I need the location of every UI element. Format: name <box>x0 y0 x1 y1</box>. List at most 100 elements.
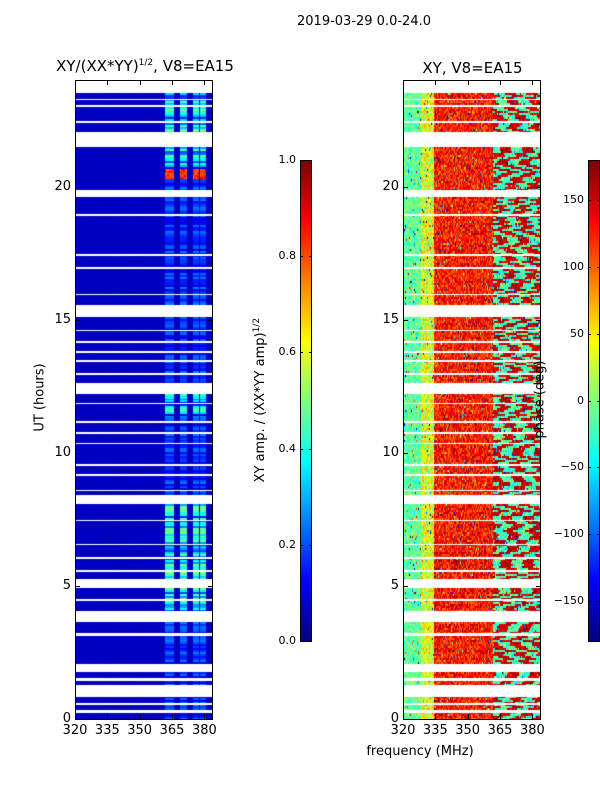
amp-colorbar-tick-mark <box>309 544 312 546</box>
phase-colorbar-tick-mark <box>588 534 591 536</box>
amp-title-exp: 1/2 <box>138 58 154 68</box>
phase-ytick-mark <box>403 319 408 321</box>
phase-colorbar-tick-mark <box>597 534 600 536</box>
phase-ytick-mark <box>536 452 541 454</box>
amp-ytick-label: 15 <box>54 311 71 327</box>
amp-ytick-mark <box>75 452 80 454</box>
amp-colorbar-tick-label: 0.2 <box>278 537 297 551</box>
phase-xlabel: frequency (MHz) <box>366 744 474 759</box>
amp-xtick-mark <box>204 80 206 85</box>
phase-colorbar-tick-label: −50 <box>560 460 584 474</box>
phase-ytick-mark <box>536 186 541 188</box>
phase-ytick-label: 5 <box>390 577 399 593</box>
amp-colorbar-tick-label: 0.6 <box>278 345 297 359</box>
amp-ytick-label: 10 <box>54 444 71 460</box>
phase-heatmap-axes <box>403 80 541 720</box>
phase-ytick-label: 0 <box>390 711 399 726</box>
phase-ytick-label: 10 <box>382 444 399 460</box>
amp-xtick-mark <box>107 80 109 85</box>
amp-colorbar-tick-mark <box>300 160 303 161</box>
amp-ytick-label: 20 <box>54 178 71 194</box>
amp-ytick-label: 0 <box>62 711 71 726</box>
amp-colorbar-tick-mark <box>309 256 312 258</box>
phase-ytick-label: 15 <box>382 311 399 327</box>
phase-xtick-mark <box>500 80 502 85</box>
amp-colorbar-tick-mark <box>309 448 312 450</box>
amp-xtick-label: 365 <box>159 723 185 738</box>
phase-xtick-label: 380 <box>519 723 545 738</box>
amp-ytick-mark <box>75 719 80 720</box>
phase-colorbar-tick-mark <box>597 467 600 469</box>
figure-suptitle: 2019-03-29 0.0-24.0 <box>297 14 431 29</box>
amp-ytick-mark <box>208 319 213 321</box>
phase-xtick-label: 320 <box>390 723 416 738</box>
phase-heatmap <box>404 81 540 719</box>
phase-colorbar-tick-mark <box>597 600 600 602</box>
phase-xtick-mark <box>435 714 437 719</box>
phase-ytick-mark <box>403 452 408 454</box>
amp-ytick-mark <box>208 585 213 587</box>
amp-xtick-mark <box>139 80 141 85</box>
phase-colorbar-tick-mark <box>588 467 591 469</box>
phase-colorbar-tick-label: 0 <box>577 393 584 407</box>
phase-colorbar-tick-mark <box>597 333 600 335</box>
amp-colorbar-tick-label: 0.8 <box>278 249 297 263</box>
amp-colorbar-tick-label: 0.4 <box>278 441 297 455</box>
phase-xtick-mark <box>403 714 404 719</box>
amp-ylabel: UT (hours) <box>32 363 48 432</box>
phase-ytick-mark <box>403 585 408 587</box>
amp-title-text: XY/(XX*YY) <box>56 57 139 75</box>
phase-colorbar-tick-label: 100 <box>563 259 584 273</box>
phase-xtick-label: 335 <box>422 723 448 738</box>
amp-heatmap-axes <box>75 80 213 720</box>
phase-colorbar-tick-label: 50 <box>570 326 584 340</box>
amp-colorbar-tick-mark <box>300 544 303 546</box>
amp-title-suffix: , V8=EA15 <box>153 57 234 75</box>
amp-xtick-label: 380 <box>191 723 217 738</box>
amp-xtick-mark <box>204 714 206 719</box>
amp-colorbar <box>300 160 312 642</box>
amp-ytick-mark <box>208 452 213 454</box>
phase-ytick-label: 20 <box>382 178 399 194</box>
amp-colorbar-tick-mark <box>300 352 303 354</box>
phase-xtick-mark <box>532 714 534 719</box>
amp-xtick-label: 335 <box>94 723 120 738</box>
amp-ytick-mark <box>75 186 80 188</box>
amp-colorbar-tick-mark <box>300 641 303 642</box>
phase-colorbar-tick-mark <box>597 400 600 402</box>
phase-ytick-mark <box>536 585 541 587</box>
phase-xtick-label: 350 <box>455 723 481 738</box>
amp-ytick-mark <box>75 585 80 587</box>
amp-panel-title: XY/(XX*YY)1/2, V8=EA15 <box>40 57 250 75</box>
phase-colorbar-tick-mark <box>588 200 591 202</box>
phase-colorbar-tick-mark <box>588 333 591 335</box>
amp-colorbar-tick-mark <box>300 256 303 258</box>
phase-xtick-mark <box>532 80 534 85</box>
phase-xtick-mark <box>467 80 469 85</box>
amp-ytick-mark <box>75 319 80 321</box>
phase-ytick-mark <box>536 319 541 321</box>
amp-ytick-label: 5 <box>62 577 71 593</box>
amp-xtick-mark <box>172 80 174 85</box>
phase-ytick-mark <box>536 719 541 720</box>
amp-xtick-label: 320 <box>62 723 88 738</box>
amp-colorbar-label: XY amp. / (XX*YY amp)1/2 <box>252 310 268 490</box>
phase-colorbar-tick-mark <box>597 266 600 268</box>
amp-colorbar-tick-mark <box>300 448 303 450</box>
amp-heatmap <box>76 81 212 719</box>
phase-colorbar-tick-mark <box>588 600 591 602</box>
phase-colorbar-tick-label: 150 <box>563 193 584 207</box>
amp-xtick-mark <box>139 714 141 719</box>
amp-xtick-label: 350 <box>127 723 153 738</box>
phase-xtick-mark <box>467 714 469 719</box>
phase-colorbar-tick-mark <box>597 200 600 202</box>
phase-colorbar-tick-label: −100 <box>553 527 584 541</box>
amp-colorbar-tick-mark <box>309 641 312 642</box>
amp-xtick-mark <box>172 714 174 719</box>
amp-ytick-mark <box>208 719 213 720</box>
amp-xtick-mark <box>107 714 109 719</box>
phase-xtick-label: 365 <box>487 723 513 738</box>
phase-ytick-mark <box>403 719 408 720</box>
phase-xtick-mark <box>403 80 404 85</box>
amp-colorbar-tick-label: 0.0 <box>278 634 297 647</box>
